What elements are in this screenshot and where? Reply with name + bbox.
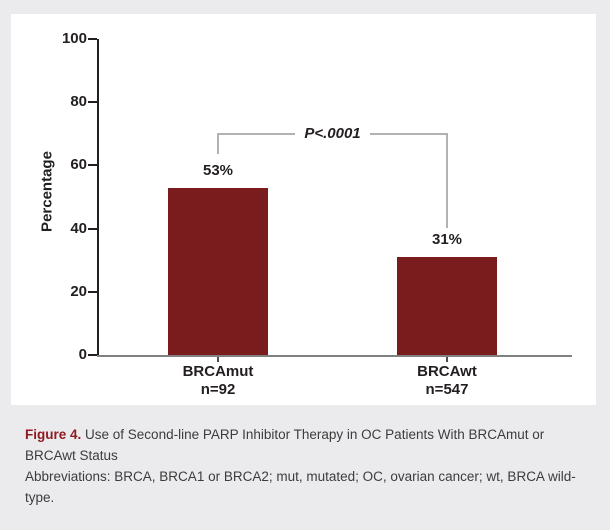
y-axis-line	[97, 39, 99, 357]
p-value-label: P<.0001	[295, 124, 370, 143]
y-tick-mark-0	[88, 354, 97, 356]
category-label-BRCAwt: BRCAwt	[417, 363, 477, 380]
y-tick-label-0: 0	[78, 346, 87, 363]
y-tick-label-40: 40	[70, 219, 87, 237]
y-tick-mark-20	[88, 290, 97, 293]
x-tick-mark-BRCAwt	[446, 357, 448, 362]
bar-BRCAwt	[397, 257, 497, 355]
bar-value-label-BRCAmut: 53%	[202, 161, 234, 179]
chart-panel: Percentage 0 20 40 60 80 100 53% BRCAmut n=92 31…	[11, 14, 596, 405]
figure-caption: Figure 4. Use of Second-line PARP Inhibi…	[25, 424, 585, 508]
x-tick-mark-BRCAmut	[217, 357, 219, 362]
bar-value-label-BRCAwt: 31%	[431, 231, 463, 249]
y-tick-mark-40	[88, 227, 97, 230]
y-tick-label-60: 60	[70, 156, 87, 174]
y-tick-mark-100	[88, 38, 97, 40]
category-sublabel-BRCAmut: n=92	[200, 381, 236, 398]
y-tick-mark-60	[88, 164, 97, 167]
significance-bracket-left-leg	[217, 133, 219, 154]
caption-abbreviations: Abbreviations: BRCA, BRCA1 or BRCA2; mut…	[25, 469, 576, 505]
p-value-container: P<.0001	[217, 124, 448, 143]
y-tick-label-20: 20	[70, 282, 87, 300]
y-axis-title: Percentage	[38, 151, 56, 232]
y-tick-mark-80	[88, 101, 97, 104]
category-sublabel-BRCAwt: n=547	[425, 381, 469, 398]
caption-title-text: Use of Second-line PARP Inhibitor Therap…	[25, 427, 545, 463]
y-tick-label-80: 80	[70, 93, 87, 111]
y-tick-label-100: 100	[61, 30, 87, 47]
significance-bracket-right-leg	[446, 133, 448, 228]
figure-number-label: Figure 4.	[25, 427, 82, 442]
bar-BRCAmut	[168, 187, 268, 355]
caption-title-line: Figure 4. Use of Second-line PARP Inhibi…	[25, 424, 585, 466]
x-axis-line	[97, 355, 572, 357]
category-label-BRCAmut: BRCAmut	[182, 363, 254, 380]
